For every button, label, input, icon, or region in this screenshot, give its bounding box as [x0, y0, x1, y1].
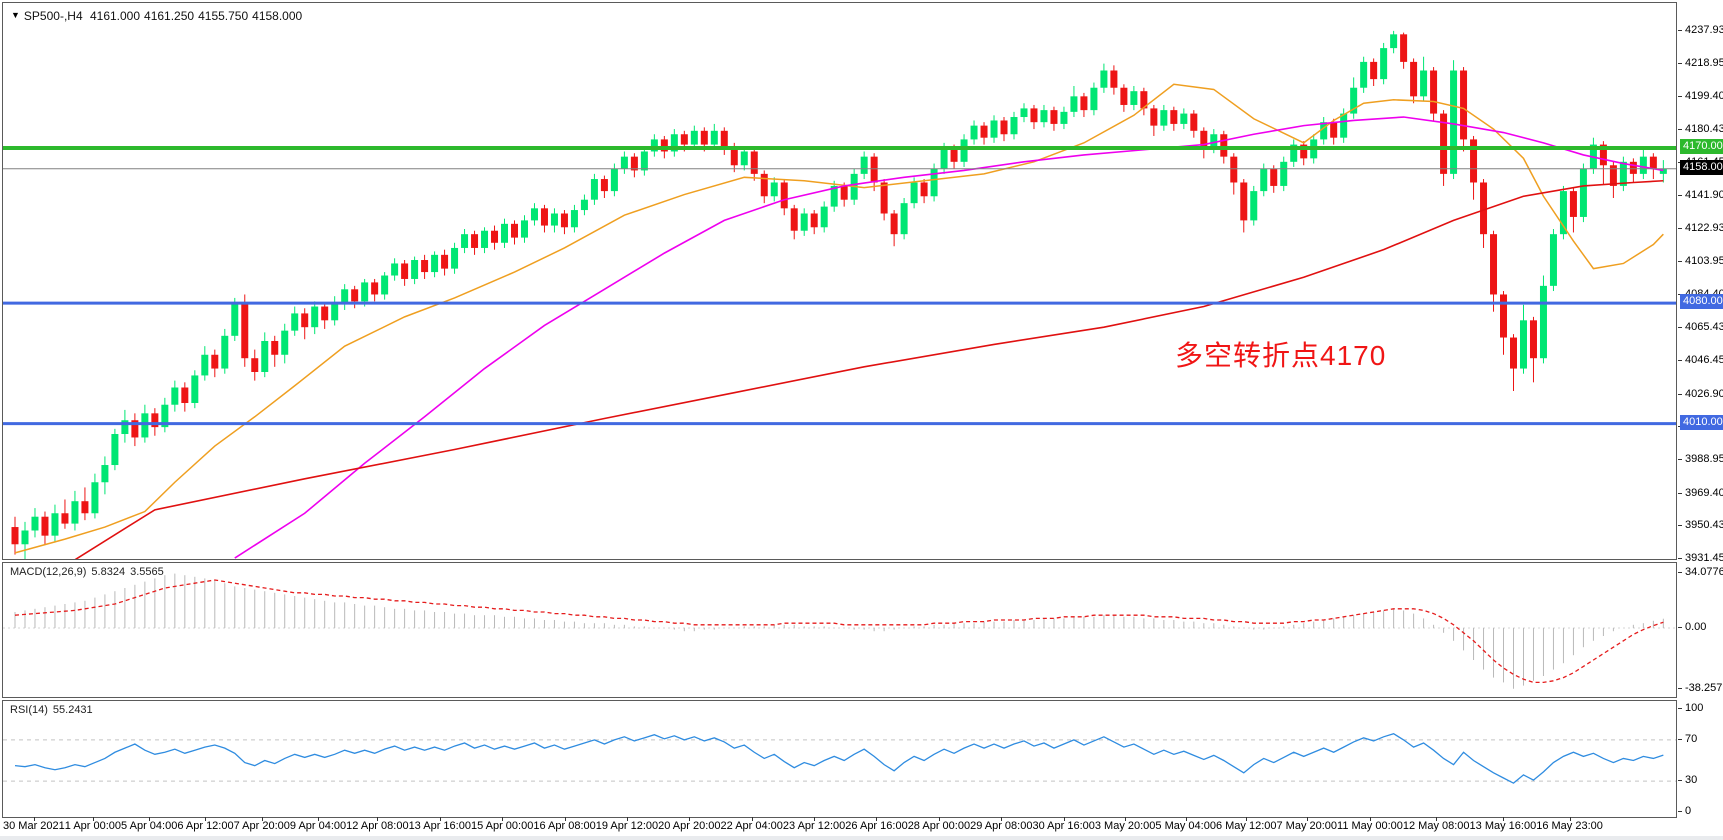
- price-level-label[interactable]: 4170.000: [1680, 139, 1723, 155]
- time-tick-label: 9 Apr 04:00: [290, 817, 346, 836]
- time-tick-label: 19 Apr 12:00: [596, 817, 658, 836]
- price-tick-mark: [1678, 30, 1682, 31]
- candlestick-canvas[interactable]: [3, 3, 1676, 559]
- time-tick-label: 28 Apr 00:00: [908, 817, 970, 836]
- time-tick-label: 13 May 16:00: [1470, 817, 1536, 836]
- macd-tick-mark: [1678, 572, 1682, 574]
- macd-signal-value: 3.5565: [130, 566, 164, 578]
- macd-tick-mark: [1678, 688, 1682, 690]
- macd-indicator-label: MACD(12,26,9) 5.8324 3.5565: [10, 566, 169, 578]
- rsi-name: RSI(14): [10, 704, 48, 716]
- close-value: 4158.000: [252, 9, 303, 23]
- price-tick-mark: [1678, 327, 1682, 329]
- time-tick-label: 29 Apr 08:00: [970, 817, 1032, 836]
- price-tick-label: 4026.905: [1685, 387, 1723, 400]
- macd-main-value: 5.8324: [91, 566, 126, 578]
- price-tick-mark: [1678, 393, 1682, 395]
- main-chart-panel[interactable]: ▼ SP500-,H4 4161.000 4161.250 4155.750 4158.…: [2, 2, 1677, 560]
- annotation-text[interactable]: 多空转折点4170: [1175, 340, 1387, 371]
- rsi-tick-label: 70: [1685, 732, 1698, 745]
- rsi-tick-label: 100: [1685, 702, 1704, 714]
- price-tick-mark: [1678, 228, 1682, 230]
- time-tick-label: 30 Apr 16:00: [1032, 817, 1095, 836]
- price-tick-label: 4141.905: [1685, 189, 1723, 202]
- ohlc-header: ▼ SP500-,H4 4161.000 4161.250 4155.750 4158.…: [11, 9, 306, 23]
- price-tick-label: 3969.405: [1685, 486, 1723, 499]
- rsi-value: 55.2431: [52, 704, 93, 716]
- rsi-tick-label: 30: [1685, 774, 1698, 787]
- price-tick-label: 4046.455: [1685, 353, 1723, 366]
- rsi-canvas[interactable]: [3, 701, 1676, 817]
- macd-canvas[interactable]: [3, 563, 1676, 697]
- time-tick-label: 16 May 23:00: [1536, 817, 1603, 836]
- macd-name: MACD(12,26,9): [10, 566, 87, 578]
- time-tick-label: 22 Apr 04:00: [721, 817, 783, 836]
- price-tick-label: 4103.955: [1685, 254, 1723, 267]
- bottom-strip: [0, 836, 1723, 840]
- price-tick-mark: [1678, 129, 1682, 131]
- rsi-tick-mark: [1678, 780, 1682, 782]
- price-level-label[interactable]: 4158.000: [1680, 159, 1723, 175]
- rsi-panel[interactable]: RSI(14) 55.2431: [2, 700, 1677, 818]
- macd-panel[interactable]: MACD(12,26,9) 5.8324 3.5565: [2, 562, 1677, 698]
- time-tick-label: 26 Apr 16:00: [845, 817, 908, 836]
- time-axis[interactable]: 30 Mar 2021 1 Apr 00:00 5 Apr 04:00 6 Apr 1…: [3, 817, 1603, 836]
- price-tick-mark: [1678, 492, 1682, 494]
- price-tick-mark: [1678, 62, 1682, 64]
- time-tick-label: 6 Apr 12:00: [177, 817, 234, 836]
- price-tick-mark: [1678, 260, 1682, 262]
- time-tick-label: 20 Apr 20:00: [658, 817, 721, 836]
- time-tick-label: 30 Mar 2021: [3, 817, 65, 836]
- time-tick-label: 15 Apr 00:00: [471, 817, 533, 836]
- price-level-label[interactable]: 4010.000: [1680, 414, 1723, 430]
- price-tick-label: 3950.430: [1685, 519, 1723, 532]
- open-value: 4161.000: [89, 9, 141, 23]
- time-tick-label: 5 Apr 04:00: [121, 817, 177, 836]
- low-value: 4155.750: [198, 9, 249, 23]
- price-tick-mark: [1678, 557, 1682, 559]
- price-tick-mark: [1678, 195, 1682, 197]
- price-tick-mark: [1678, 359, 1682, 361]
- rsi-tick-label: 0: [1685, 805, 1692, 817]
- price-tick-label: 4218.955: [1685, 56, 1723, 69]
- time-tick-label: 6 May 12:00: [1216, 817, 1277, 836]
- price-tick-label: 3988.955: [1685, 452, 1723, 465]
- time-tick-label: 3 May 20:00: [1095, 817, 1155, 836]
- price-tick-label: 4180.430: [1685, 123, 1723, 136]
- macd-tick-mark: [1678, 627, 1682, 628]
- time-tick-label: 5 May 04:00: [1155, 817, 1216, 836]
- price-tick-label: 3931.455: [1685, 551, 1723, 564]
- price-tick-label: 4065.430: [1685, 321, 1723, 334]
- price-axis[interactable]: 4170.000 4158.000 4080.000 4010.000 4237.930…: [1678, 0, 1723, 818]
- macd-tick-label: 0.00: [1685, 621, 1707, 633]
- time-tick-label: 23 Apr 12:00: [783, 817, 845, 836]
- time-tick-label: 13 Apr 16:00: [409, 817, 471, 836]
- price-tick-mark: [1678, 525, 1682, 527]
- time-tick-label: 12 May 08:00: [1403, 817, 1470, 836]
- price-tick-mark: [1678, 458, 1682, 460]
- price-tick-label: 4237.930: [1685, 24, 1723, 36]
- rsi-tick-mark: [1678, 811, 1682, 812]
- price-level-label[interactable]: 4080.000: [1680, 294, 1723, 310]
- time-tick-label: 11 May 00:00: [1337, 817, 1403, 836]
- time-tick-label: 7 Apr 20:00: [234, 817, 290, 836]
- time-tick-label: 16 Apr 08:00: [533, 817, 596, 836]
- price-tick-label: 4199.405: [1685, 90, 1723, 103]
- rsi-tick-mark: [1678, 708, 1682, 709]
- time-tick-label: 12 Apr 08:00: [346, 817, 409, 836]
- price-tick-mark: [1678, 96, 1682, 98]
- rsi-indicator-label: RSI(14) 55.2431: [10, 704, 98, 716]
- macd-tick-label: 34.0776: [1685, 566, 1723, 579]
- high-value: 4161.250: [144, 9, 195, 23]
- time-tick-label: 7 May 20:00: [1277, 817, 1337, 836]
- rsi-tick-mark: [1678, 738, 1682, 740]
- time-tick-label: 1 Apr 00:00: [65, 817, 121, 836]
- price-tick-label: 4122.930: [1685, 222, 1723, 235]
- symbol-dropdown-icon[interactable]: ▼: [11, 10, 20, 20]
- symbol-period-label: SP500-,H4: [23, 9, 83, 23]
